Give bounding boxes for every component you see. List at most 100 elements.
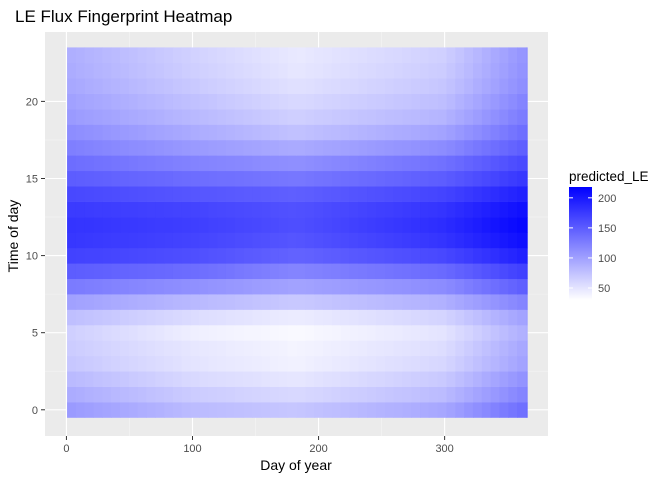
heatmap-tile [146, 232, 156, 249]
heatmap-tile [252, 340, 262, 357]
heatmap-tile [367, 294, 377, 310]
heatmap-tile [322, 139, 333, 156]
heatmap-tile [93, 263, 103, 280]
heatmap-tile [340, 278, 350, 295]
heatmap-tile [305, 371, 315, 387]
heatmap-tile [472, 139, 483, 156]
heatmap-tile [384, 93, 395, 110]
heatmap-tile [287, 263, 297, 280]
heatmap-tile [243, 93, 253, 110]
heatmap-tile [411, 309, 421, 326]
heatmap-tile [322, 78, 333, 94]
heatmap-tile [146, 109, 156, 125]
heatmap-tile [120, 324, 130, 341]
heatmap-tile [375, 155, 386, 172]
heatmap-tile [331, 402, 342, 418]
heatmap-tile [508, 78, 518, 94]
heatmap-tile [367, 47, 377, 64]
heatmap-tile [217, 139, 227, 156]
heatmap-tile [84, 201, 95, 218]
heatmap-tile [464, 263, 474, 280]
heatmap-tile [296, 340, 306, 357]
heatmap-tile [322, 47, 333, 64]
heatmap-tile [261, 340, 271, 357]
heatmap-tile [164, 278, 174, 295]
heatmap-tile [305, 186, 315, 202]
heatmap-tile [508, 309, 518, 326]
heatmap-tile [270, 155, 280, 172]
heatmap-tile [499, 355, 509, 372]
heatmap-tile [375, 402, 386, 418]
heatmap-tile [278, 278, 289, 295]
heatmap-tile [75, 93, 86, 110]
heatmap-tile [261, 93, 271, 110]
heatmap-tile [384, 186, 395, 202]
heatmap-tile [314, 139, 324, 156]
heatmap-tile [358, 62, 368, 79]
heatmap-tile [84, 278, 95, 295]
heatmap-tile [525, 217, 528, 233]
heatmap-tile [146, 201, 156, 218]
heatmap-tile [446, 170, 456, 187]
heatmap-tile [411, 78, 421, 94]
heatmap-tile [296, 78, 306, 94]
heatmap-tile [322, 278, 333, 295]
heatmap-tile [375, 309, 386, 326]
heatmap-tile [322, 62, 333, 79]
heatmap-tile [393, 139, 403, 156]
heatmap-tile [137, 294, 147, 310]
heatmap-tile [305, 247, 315, 264]
heatmap-tile [261, 47, 271, 64]
heatmap-tile [190, 217, 200, 233]
heatmap-tile [525, 186, 528, 202]
heatmap-tile [420, 109, 430, 125]
heatmap-tile [402, 232, 412, 249]
heatmap-tile [446, 124, 456, 141]
heatmap-tile [190, 402, 200, 418]
heatmap-tile [261, 371, 271, 387]
heatmap-tile [199, 217, 209, 233]
heatmap-tile [93, 93, 103, 110]
heatmap-tile [181, 139, 192, 156]
heatmap-tile [296, 386, 306, 403]
heatmap-tile [322, 217, 333, 233]
heatmap-tile [472, 263, 483, 280]
heatmap-tile [181, 232, 192, 249]
heatmap-tile [402, 186, 412, 202]
heatmap-tile [384, 109, 395, 125]
heatmap-tile [102, 201, 112, 218]
heatmap-tile [120, 247, 130, 264]
heatmap-tile [146, 247, 156, 264]
heatmap-tile [455, 324, 465, 341]
heatmap-tile [384, 155, 395, 172]
heatmap-tile [490, 278, 500, 295]
heatmap-tile [499, 170, 509, 187]
heatmap-tile [437, 217, 448, 233]
heatmap-tile [243, 340, 253, 357]
heatmap-tile [261, 109, 271, 125]
heatmap-tile [322, 386, 333, 403]
heatmap-tile [420, 386, 430, 403]
heatmap-tile [67, 247, 77, 264]
heatmap-tile [128, 155, 139, 172]
heatmap-tile [305, 309, 315, 326]
heatmap-tile [287, 340, 297, 357]
heatmap-tile [111, 139, 121, 156]
heatmap-tile [84, 402, 95, 418]
heatmap-tile [384, 47, 395, 64]
heatmap-tile [446, 355, 456, 372]
heatmap-tile [120, 124, 130, 141]
heatmap-tile [164, 247, 174, 264]
heatmap-tile [146, 124, 156, 141]
heatmap-tile [287, 355, 297, 372]
heatmap-tile [111, 263, 121, 280]
heatmap-tile [199, 247, 209, 264]
heatmap-tile [199, 340, 209, 357]
heatmap-tile [181, 402, 192, 418]
heatmap-tile [455, 139, 465, 156]
heatmap-tile [67, 309, 77, 326]
heatmap-tile [446, 109, 456, 125]
heatmap-tile [437, 278, 448, 295]
heatmap-tile [464, 309, 474, 326]
heatmap-tile [508, 170, 518, 187]
